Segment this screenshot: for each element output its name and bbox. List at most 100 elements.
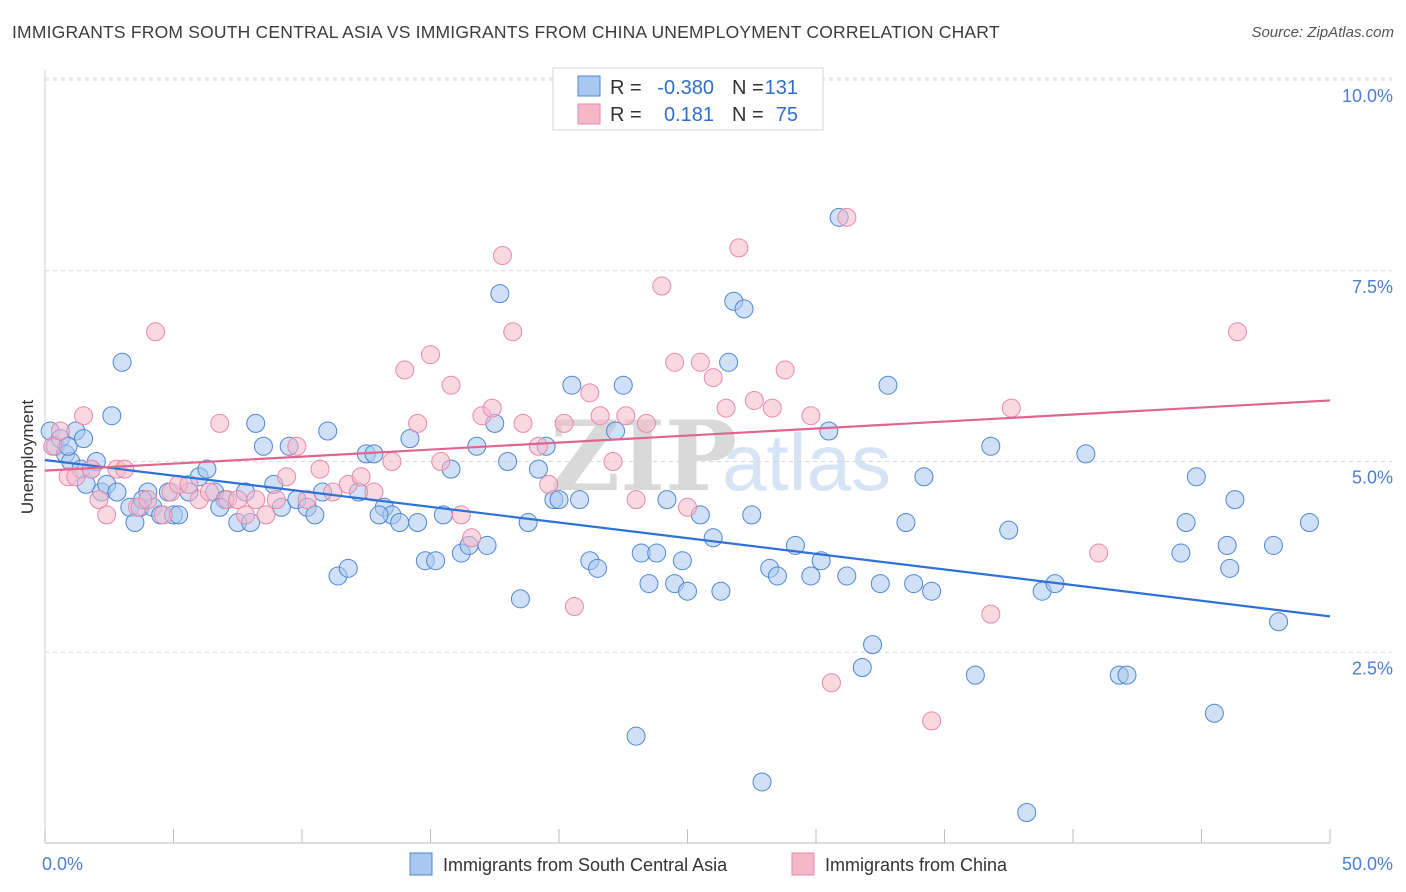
data-point-china bbox=[744, 390, 764, 410]
data-point-china bbox=[266, 490, 286, 510]
data-point-china bbox=[235, 505, 255, 525]
data-point-south-central-asia bbox=[408, 513, 428, 533]
data-point-china bbox=[554, 413, 574, 433]
data-point-south-central-asia bbox=[197, 459, 217, 479]
stats-swatch-blue bbox=[577, 75, 601, 97]
data-point-china bbox=[590, 406, 610, 426]
data-point-south-central-asia bbox=[703, 528, 723, 548]
series-china-points bbox=[43, 207, 1247, 731]
data-point-south-central-asia bbox=[896, 513, 916, 533]
data-point-china bbox=[981, 604, 1001, 624]
data-point-china bbox=[762, 398, 782, 418]
data-point-south-central-asia bbox=[426, 551, 446, 571]
data-point-south-central-asia bbox=[369, 505, 389, 525]
data-point-china bbox=[678, 497, 697, 517]
y-axis-title: Unemployment bbox=[18, 400, 37, 515]
data-point-china bbox=[297, 490, 317, 510]
data-point-south-central-asia bbox=[678, 581, 697, 601]
data-point-china bbox=[43, 436, 63, 456]
legend-label-south-central-asia: Immigrants from South Central Asia bbox=[443, 855, 728, 875]
data-point-china bbox=[821, 673, 841, 693]
legend-swatch-china bbox=[791, 852, 815, 876]
data-point-south-central-asia bbox=[102, 406, 122, 426]
data-point-south-central-asia bbox=[253, 436, 273, 456]
data-point-china bbox=[382, 452, 402, 471]
y-tick-label: 7.5% bbox=[1352, 277, 1393, 297]
data-point-china bbox=[492, 245, 512, 265]
data-point-south-central-asia bbox=[338, 558, 358, 578]
data-point-south-central-asia bbox=[588, 558, 608, 578]
data-point-south-central-asia bbox=[719, 352, 739, 372]
data-point-china bbox=[287, 436, 307, 456]
data-point-china bbox=[246, 490, 266, 510]
data-point-south-central-asia bbox=[1076, 444, 1096, 464]
data-point-china bbox=[97, 505, 117, 525]
data-point-china bbox=[801, 406, 821, 426]
data-point-south-central-asia bbox=[999, 520, 1019, 540]
data-point-south-central-asia bbox=[1225, 490, 1245, 510]
data-point-china bbox=[451, 505, 471, 525]
data-point-china bbox=[74, 406, 94, 426]
data-point-south-central-asia bbox=[922, 581, 942, 601]
data-point-china bbox=[1001, 398, 1021, 418]
gridlines bbox=[45, 77, 1392, 653]
data-point-china bbox=[199, 482, 219, 502]
data-point-china bbox=[50, 421, 70, 441]
data-point-south-central-asia bbox=[672, 551, 692, 571]
y-tick-label: 5.0% bbox=[1352, 468, 1393, 488]
data-point-south-central-asia bbox=[570, 490, 590, 510]
data-point-south-central-asia bbox=[477, 535, 497, 555]
data-point-china bbox=[626, 490, 646, 510]
data-point-china bbox=[153, 505, 173, 525]
trend-line-china bbox=[44, 399, 1331, 472]
stats-box: R = -0.380 N = 131 R = 0.181 N = 75 bbox=[552, 67, 824, 131]
legend-swatch-south-central-asia bbox=[409, 852, 433, 876]
data-point-china bbox=[513, 413, 533, 433]
data-point-south-central-asia bbox=[510, 589, 530, 609]
data-point-south-central-asia bbox=[246, 413, 266, 433]
data-point-china bbox=[528, 436, 548, 456]
data-point-china bbox=[1227, 322, 1247, 342]
data-point-china bbox=[564, 596, 584, 616]
stats-n-value-2: 75 bbox=[776, 104, 798, 126]
data-point-china bbox=[421, 345, 440, 365]
data-point-south-central-asia bbox=[1299, 513, 1319, 533]
data-point-south-central-asia bbox=[742, 505, 762, 525]
data-point-china bbox=[66, 467, 86, 487]
data-point-south-central-asia bbox=[1186, 467, 1206, 487]
stats-r-value-1: -0.380 bbox=[657, 77, 714, 99]
data-point-south-central-asia bbox=[107, 482, 127, 502]
data-point-china bbox=[716, 398, 736, 418]
data-point-china bbox=[922, 711, 942, 731]
stats-n-value-1: 131 bbox=[765, 77, 798, 99]
data-point-china bbox=[310, 459, 330, 479]
data-point-china bbox=[462, 528, 482, 548]
data-point-south-central-asia bbox=[74, 429, 94, 449]
data-point-china bbox=[603, 452, 623, 471]
data-point-china bbox=[89, 490, 109, 510]
data-point-south-central-asia bbox=[562, 375, 582, 395]
data-point-south-central-asia bbox=[390, 513, 410, 533]
data-point-china bbox=[351, 467, 371, 487]
x-axis-ticks bbox=[44, 829, 1331, 843]
data-point-china bbox=[690, 352, 710, 372]
data-point-south-central-asia bbox=[1117, 665, 1137, 685]
data-point-south-central-asia bbox=[1204, 703, 1224, 723]
data-point-south-central-asia bbox=[498, 452, 518, 471]
series-south-central-asia-points bbox=[40, 207, 1319, 822]
data-point-south-central-asia bbox=[1176, 513, 1196, 533]
data-point-china bbox=[146, 322, 166, 342]
data-point-south-central-asia bbox=[647, 543, 667, 563]
data-point-south-central-asia bbox=[1263, 535, 1283, 555]
data-point-south-central-asia bbox=[801, 566, 821, 586]
data-point-south-central-asia bbox=[549, 490, 569, 510]
data-point-south-central-asia bbox=[852, 658, 872, 678]
data-point-china bbox=[395, 360, 415, 380]
data-point-china bbox=[431, 452, 451, 471]
data-point-south-central-asia bbox=[965, 665, 985, 685]
data-point-china bbox=[729, 238, 749, 258]
data-point-south-central-asia bbox=[904, 574, 924, 594]
data-point-china bbox=[775, 360, 795, 380]
data-point-china bbox=[636, 413, 656, 433]
data-point-china bbox=[703, 368, 723, 388]
